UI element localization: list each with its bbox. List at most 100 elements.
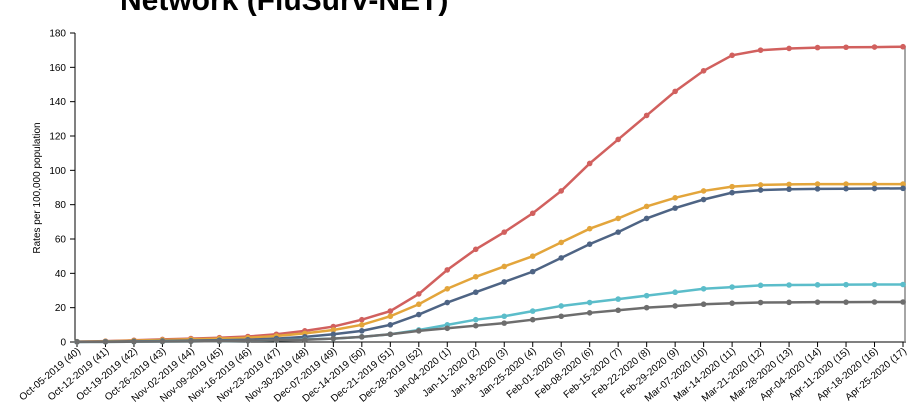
point (615, 136, 621, 143)
point (586, 225, 593, 232)
y-tick-label: 20 (55, 303, 67, 314)
point (615, 229, 621, 235)
y-tick-label: 0 (60, 338, 66, 349)
point (615, 215, 621, 222)
point (586, 299, 593, 306)
point (558, 303, 565, 309)
point (415, 311, 422, 318)
point (330, 331, 337, 338)
series-line (76, 182, 903, 343)
series-line (77, 300, 903, 344)
chart-title: Network (FluSurv-NET) (120, 0, 448, 17)
point (757, 182, 764, 188)
y-tick-label: 60 (55, 235, 67, 246)
point (871, 181, 878, 187)
point (786, 186, 792, 193)
point (786, 282, 792, 288)
point (814, 282, 821, 288)
point (586, 310, 593, 316)
point (729, 284, 735, 290)
series-line (77, 283, 903, 344)
point (359, 334, 365, 340)
point (643, 304, 650, 311)
point (729, 189, 735, 196)
point (900, 185, 906, 192)
point (558, 255, 565, 261)
point (643, 292, 650, 299)
point (672, 289, 678, 296)
point (729, 183, 735, 190)
point (814, 299, 821, 305)
y-tick-label: 180 (49, 29, 66, 40)
point (786, 299, 792, 306)
point (871, 281, 878, 288)
point (102, 339, 109, 345)
point (415, 291, 422, 297)
point (501, 279, 508, 285)
point (900, 299, 906, 305)
point (786, 45, 792, 52)
point (757, 187, 764, 193)
point (359, 322, 365, 328)
point (131, 338, 137, 345)
point (501, 263, 508, 270)
point (558, 313, 565, 320)
y-tick-label: 160 (49, 63, 66, 74)
point (729, 300, 735, 307)
point (643, 112, 650, 119)
point (330, 335, 337, 342)
y-tick-label: 40 (55, 269, 67, 280)
point (444, 325, 451, 332)
point (529, 210, 536, 217)
point (159, 338, 166, 345)
point (700, 196, 707, 203)
point (900, 281, 906, 288)
y-tick-label: 120 (49, 132, 66, 143)
point (387, 308, 394, 314)
point (672, 205, 678, 211)
point (74, 339, 80, 345)
point (586, 160, 593, 167)
point (359, 328, 365, 334)
point (700, 285, 707, 292)
point (814, 44, 821, 51)
point (843, 44, 849, 51)
point (814, 181, 821, 187)
point (501, 320, 508, 326)
y-tick-label: 140 (49, 97, 66, 108)
point (529, 268, 536, 275)
point (472, 289, 479, 296)
point (900, 181, 906, 187)
point (843, 181, 849, 187)
point (757, 282, 764, 289)
point (843, 299, 849, 305)
point (501, 229, 508, 235)
y-axis-label: Rates per 100,000 population (32, 122, 43, 253)
point (529, 253, 536, 259)
point (444, 267, 451, 273)
point (359, 316, 365, 323)
point (900, 43, 906, 50)
point (444, 285, 451, 292)
point (843, 185, 849, 192)
point (843, 281, 849, 288)
point (615, 307, 621, 314)
point (529, 316, 536, 323)
point (472, 322, 479, 329)
y-tick-label: 100 (49, 166, 66, 177)
point (188, 338, 194, 345)
point (387, 322, 394, 328)
point (472, 273, 479, 280)
point (472, 246, 479, 253)
point (786, 181, 792, 188)
point (700, 188, 707, 194)
point (245, 337, 251, 344)
point (330, 327, 337, 333)
point (672, 303, 678, 309)
point (672, 195, 678, 201)
point (415, 301, 422, 308)
point (529, 308, 536, 314)
point (387, 331, 394, 338)
